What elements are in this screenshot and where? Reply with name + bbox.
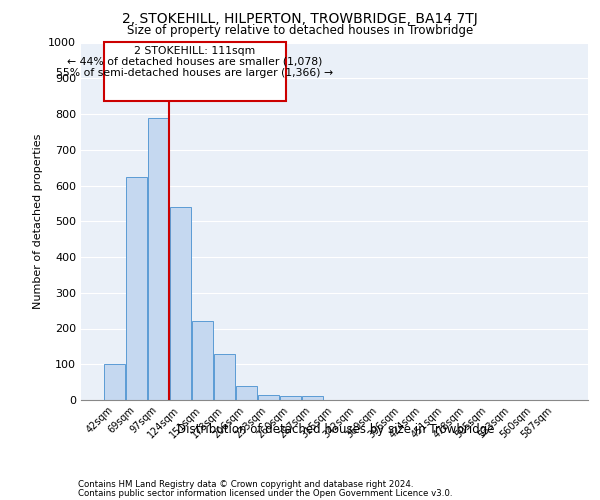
Bar: [236, 386, 257, 400]
Bar: [192, 322, 213, 400]
Bar: [258, 394, 279, 400]
Bar: [148, 118, 169, 400]
Text: Contains HM Land Registry data © Crown copyright and database right 2024.: Contains HM Land Registry data © Crown c…: [78, 480, 413, 489]
Text: Size of property relative to detached houses in Trowbridge: Size of property relative to detached ho…: [127, 24, 473, 37]
Bar: [280, 396, 301, 400]
Text: 2 STOKEHILL: 111sqm: 2 STOKEHILL: 111sqm: [134, 46, 256, 56]
Bar: [302, 396, 323, 400]
Text: Contains public sector information licensed under the Open Government Licence v3: Contains public sector information licen…: [78, 489, 452, 498]
Text: Distribution of detached houses by size in Trowbridge: Distribution of detached houses by size …: [177, 422, 495, 436]
Bar: [126, 176, 147, 400]
Bar: [104, 364, 125, 400]
Bar: [214, 354, 235, 400]
Y-axis label: Number of detached properties: Number of detached properties: [32, 134, 43, 309]
Text: 2, STOKEHILL, HILPERTON, TROWBRIDGE, BA14 7TJ: 2, STOKEHILL, HILPERTON, TROWBRIDGE, BA1…: [122, 12, 478, 26]
Text: ← 44% of detached houses are smaller (1,078): ← 44% of detached houses are smaller (1,…: [67, 57, 323, 67]
Text: 55% of semi-detached houses are larger (1,366) →: 55% of semi-detached houses are larger (…: [56, 68, 334, 78]
Bar: [170, 207, 191, 400]
FancyBboxPatch shape: [104, 42, 286, 102]
